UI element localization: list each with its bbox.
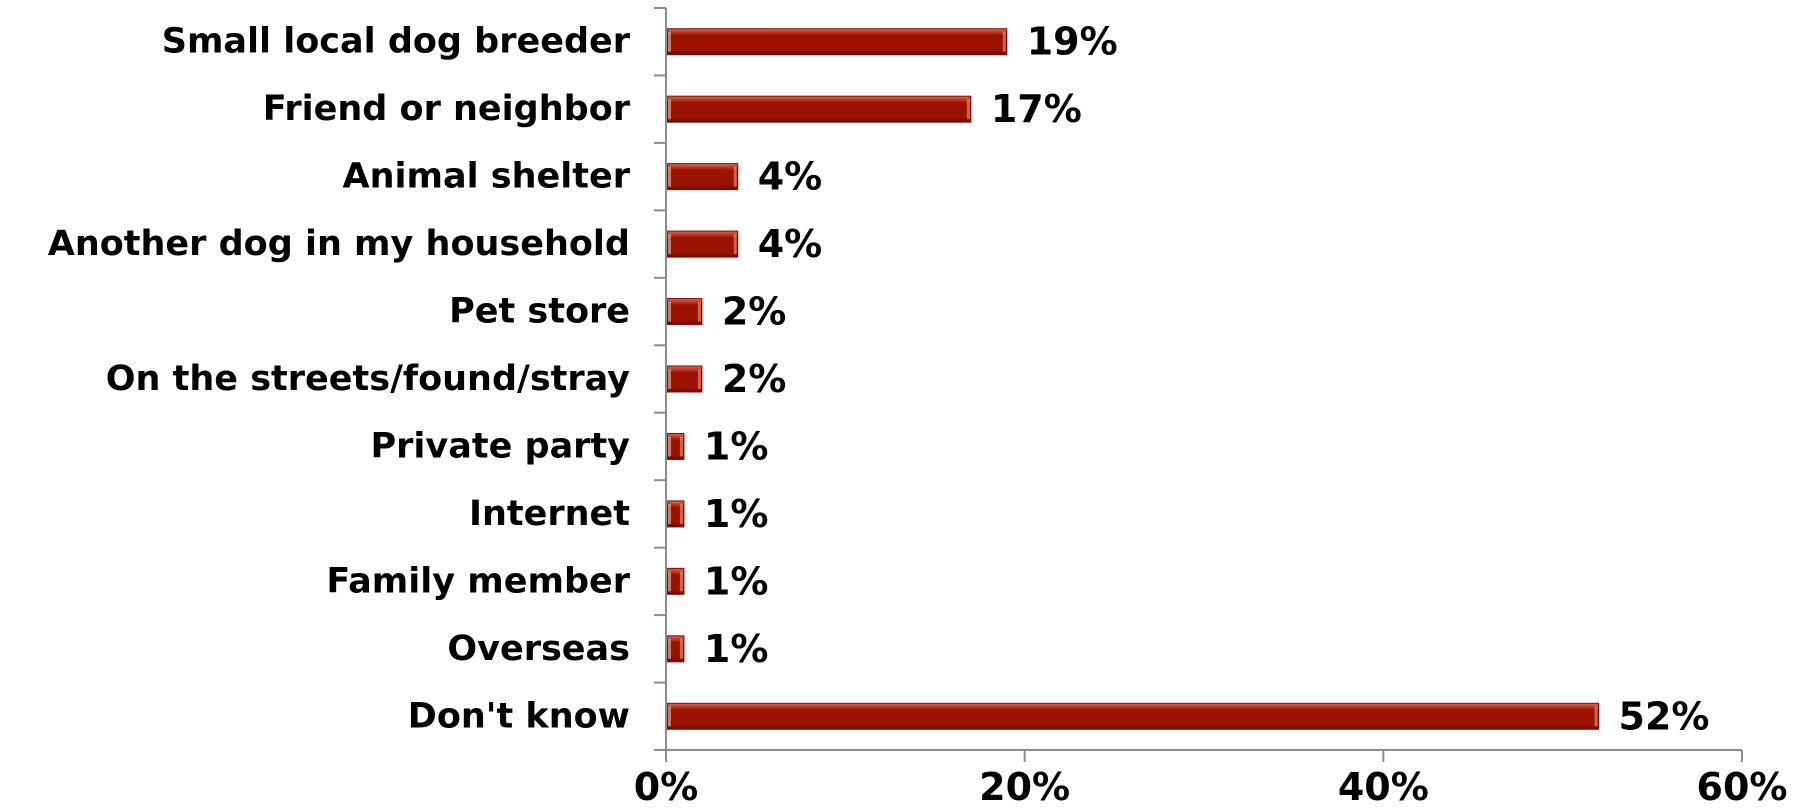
bar-cap-left	[668, 99, 671, 120]
bar-cap-right	[679, 571, 683, 592]
category-label: On the streets/found/stray	[106, 359, 630, 399]
bar-cap-left	[668, 166, 671, 187]
bar	[666, 230, 739, 258]
bar	[666, 95, 972, 123]
data-label: 17%	[991, 87, 1082, 131]
category-label: Another dog in my household	[48, 224, 630, 264]
bar-cap-left	[668, 503, 671, 524]
x-tick-label: 0%	[634, 765, 699, 809]
bar-cap-right	[966, 99, 970, 120]
category-label: Animal shelter	[343, 157, 631, 197]
bars-group	[666, 28, 1600, 730]
data-label: 52%	[1619, 694, 1710, 738]
bar-cap-right	[679, 503, 683, 524]
category-label: Don't know	[408, 696, 630, 736]
x-tick-label: 40%	[1338, 765, 1429, 809]
category-label: Friend or neighbor	[263, 89, 631, 129]
bar	[666, 702, 1600, 730]
data-label: 1%	[704, 559, 769, 603]
bar	[666, 365, 703, 393]
bar-cap-right	[697, 369, 701, 389]
data-label: 2%	[722, 290, 787, 334]
bar-cap-right	[733, 166, 737, 187]
bar-cap-right	[679, 436, 683, 457]
bar	[666, 163, 739, 191]
data-label: 1%	[704, 627, 769, 671]
category-label: Small local dog breeder	[162, 22, 631, 62]
labels-group: Small local dog breeder 19% Friend or neig…	[48, 20, 1788, 809]
bar-cap-left	[668, 369, 671, 389]
data-label: 4%	[758, 155, 823, 199]
bar-cap-left	[668, 436, 671, 457]
bar	[666, 28, 1008, 56]
bar-cap-right	[697, 301, 701, 322]
category-label: Family member	[326, 561, 630, 601]
bar-cap-right	[1594, 706, 1598, 727]
data-label: 19%	[1027, 20, 1118, 64]
data-label: 2%	[722, 357, 787, 401]
category-label: Overseas	[447, 629, 630, 669]
bar-cap-left	[668, 234, 671, 255]
bar-cap-right	[679, 638, 683, 659]
bar-cap-right	[733, 234, 737, 255]
category-label: Pet store	[449, 292, 630, 332]
data-label: 4%	[758, 222, 823, 266]
x-tick-label: 20%	[979, 765, 1070, 809]
category-label: Private party	[371, 426, 631, 466]
bar-cap-left	[668, 706, 671, 727]
category-label: Internet	[469, 494, 630, 534]
data-label: 1%	[704, 424, 769, 468]
bar	[666, 298, 703, 326]
bar-cap-left	[668, 31, 671, 52]
bar-cap-left	[668, 301, 671, 322]
bar-cap-right	[1002, 31, 1006, 52]
bar-cap-left	[668, 571, 671, 592]
axes-group	[654, 7, 1743, 762]
x-tick-label: 60%	[1697, 765, 1788, 809]
bar-cap-left	[668, 638, 671, 659]
data-label: 1%	[704, 492, 769, 536]
